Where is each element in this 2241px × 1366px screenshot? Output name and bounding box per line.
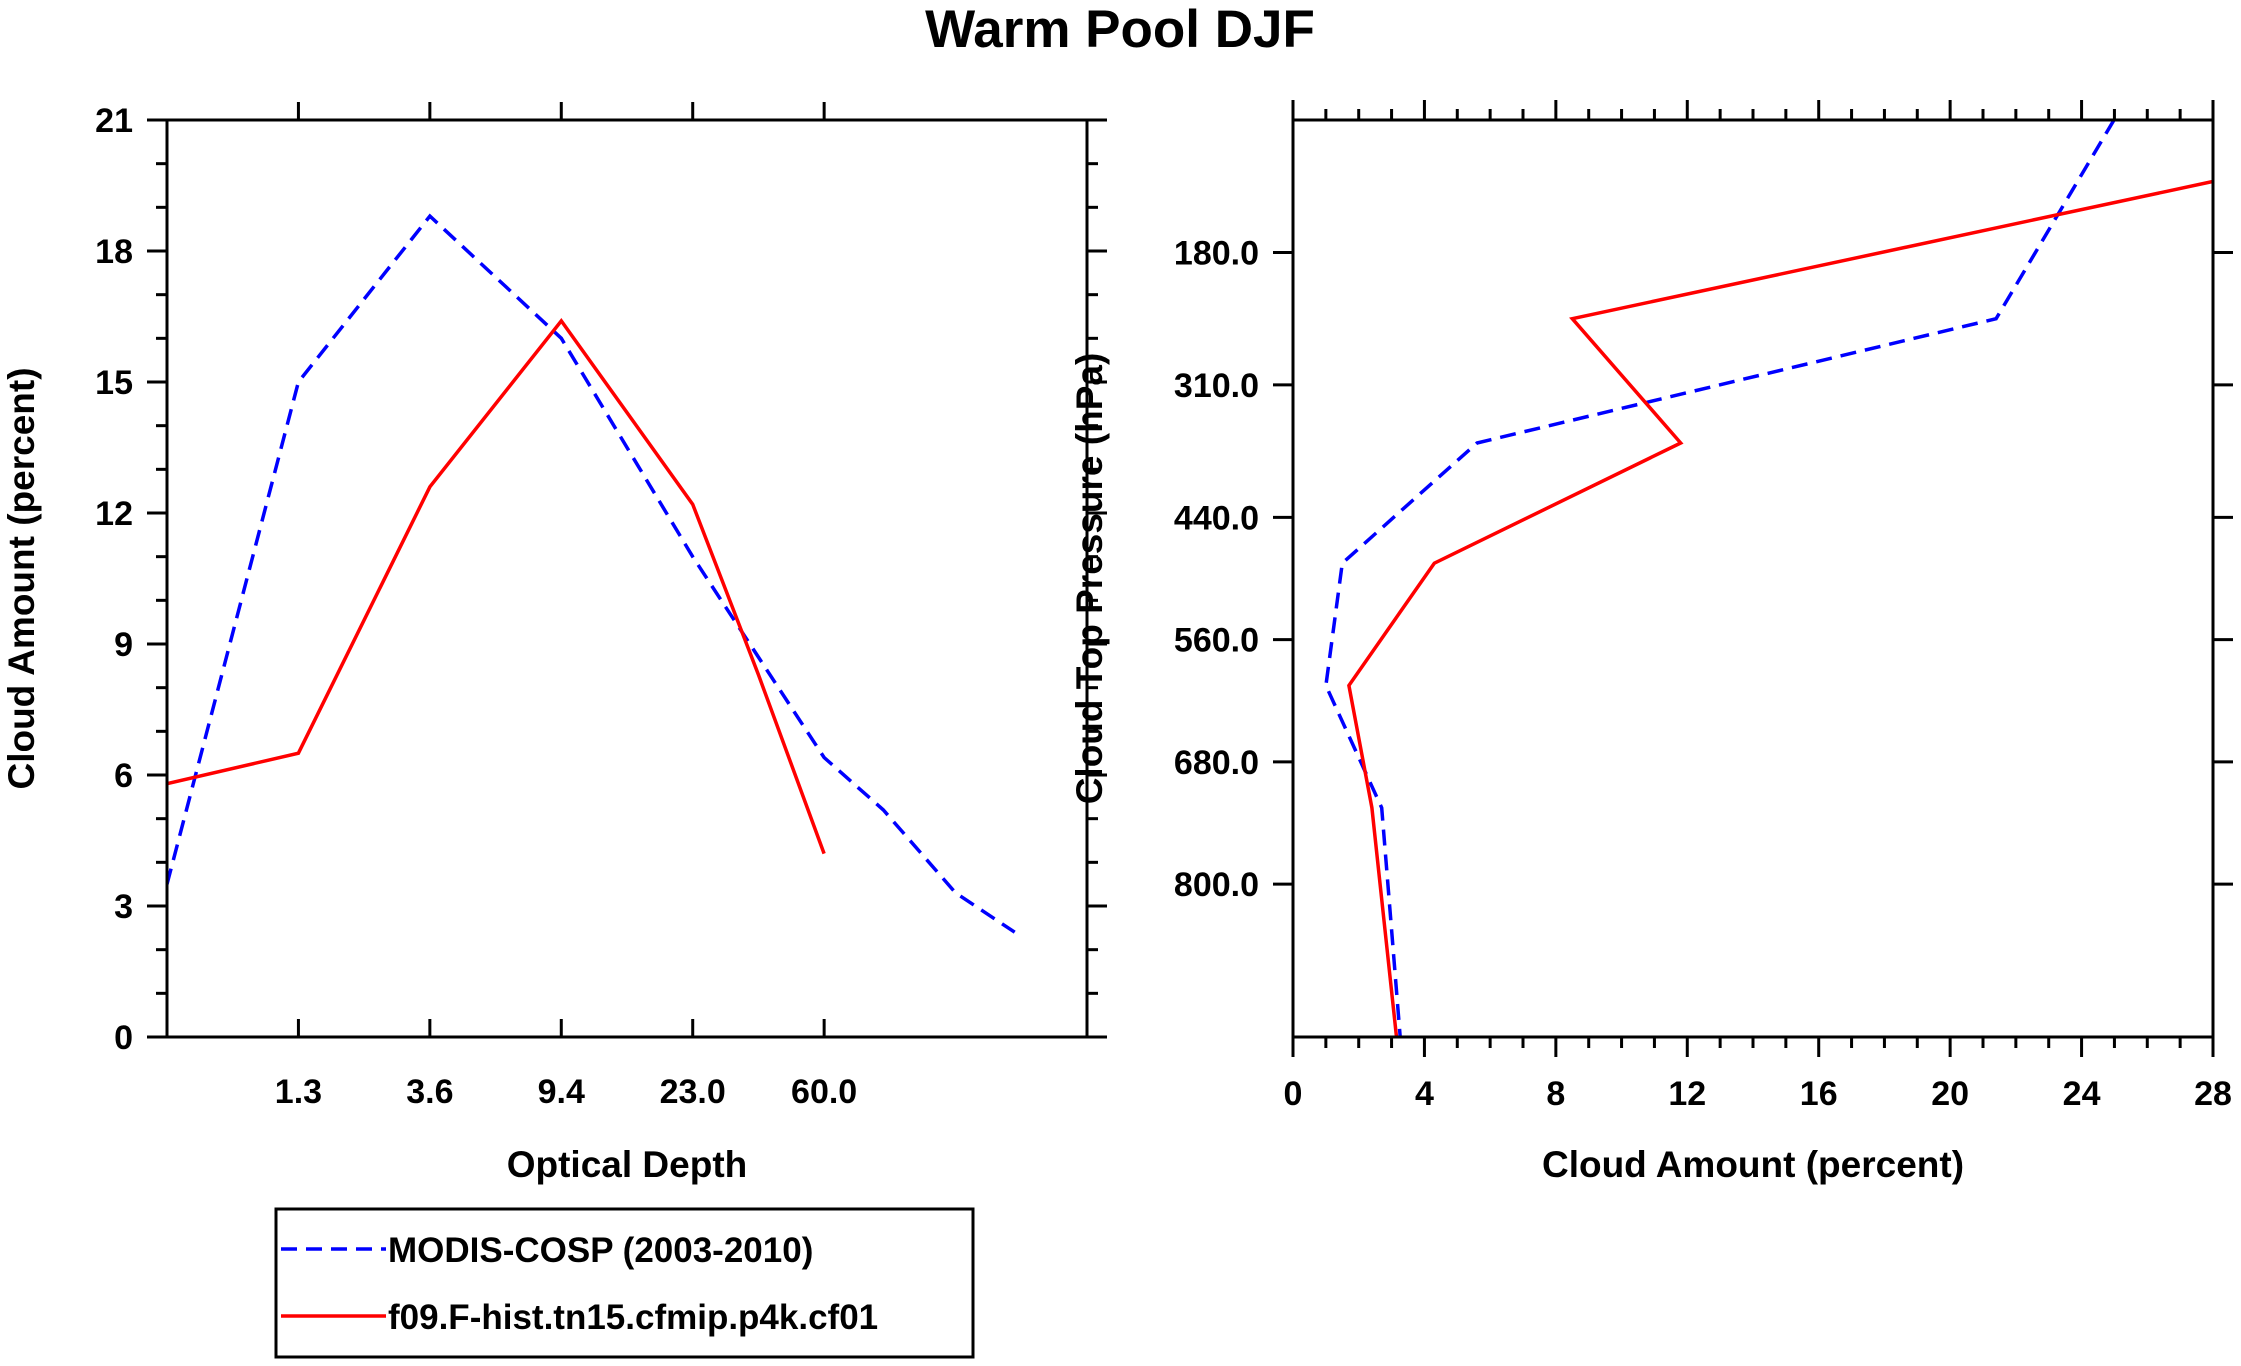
left-y-tick-label: 18 [95, 233, 133, 271]
left-series-line-model [167, 317, 826, 855]
right-x-tick-label: 12 [1668, 1075, 1706, 1113]
right-x-tick-label: 28 [2194, 1075, 2232, 1113]
right-x-tick-label: 0 [1284, 1075, 1303, 1113]
figure-title: Warm Pool DJF [925, 0, 1315, 59]
right-x-axis-label: Cloud Amount (percent) [1542, 1144, 1964, 1185]
right-y-tick-label: 800.0 [1174, 866, 1259, 904]
right-x-tick-label: 20 [1931, 1075, 1969, 1113]
left-x-tick-label: 60.0 [791, 1073, 857, 1111]
legend-label-modis: MODIS-COSP (2003-2010) [388, 1231, 813, 1270]
right-y-tick-label: 310.0 [1174, 367, 1259, 405]
legend-label-model: f09.F-hist.tn15.cfmip.p4k.cf01 [388, 1298, 878, 1337]
left-series-line-modis [167, 213, 1016, 934]
right-y-tick-label: 560.0 [1174, 622, 1259, 660]
left-plot-frame [165, 118, 1089, 1039]
right-x-tick-label: 24 [2063, 1075, 2101, 1113]
right-y-tick-label: 180.0 [1174, 234, 1259, 272]
legend: MODIS-COSP (2003-2010) f09.F-hist.tn15.c… [274, 1207, 975, 1359]
right-y-axis-label: Cloud Top Pressure (hPa) [1069, 353, 1110, 805]
right-panel-cloud-top-pressure: 0 4 8 12 16 20 24 28 180.0 310.0 440.0 560.0 680.0 80… [1069, 100, 2233, 1185]
left-x-axis-label: Optical Depth [507, 1144, 748, 1185]
left-panel-optical-depth: 1.3 3.6 9.4 23.0 60.0 0 3 6 9 12 15 18 21 Optical Dep… [1, 102, 1107, 1185]
left-x-tick-label: 23.0 [660, 1073, 726, 1111]
left-y-tick-label: 15 [95, 364, 133, 402]
right-x-tick-label: 16 [1800, 1075, 1838, 1113]
left-y-tick-label: 9 [114, 626, 133, 664]
left-y-tick-label: 21 [95, 102, 133, 140]
left-y-tick-label: 0 [114, 1019, 133, 1057]
right-y-tick-label: 440.0 [1174, 499, 1259, 537]
right-plot-frame [1291, 118, 2215, 1039]
left-y-tick-label: 3 [114, 888, 133, 926]
left-x-tick-label: 9.4 [538, 1073, 585, 1111]
left-y-tick-label: 6 [114, 757, 133, 795]
right-series-line-modis [1324, 120, 2116, 1037]
left-y-tick-label: 12 [95, 495, 133, 533]
right-y-tick-label: 680.0 [1174, 744, 1259, 782]
right-x-tick-label: 8 [1546, 1075, 1565, 1113]
left-x-tick-label: 3.6 [406, 1073, 453, 1111]
right-series-line-model [1347, 179, 2213, 1037]
left-x-tick-label: 1.3 [275, 1073, 322, 1111]
left-y-axis-label: Cloud Amount (percent) [1, 367, 42, 789]
legend-box [274, 1207, 975, 1359]
right-x-tick-label: 4 [1415, 1075, 1434, 1113]
